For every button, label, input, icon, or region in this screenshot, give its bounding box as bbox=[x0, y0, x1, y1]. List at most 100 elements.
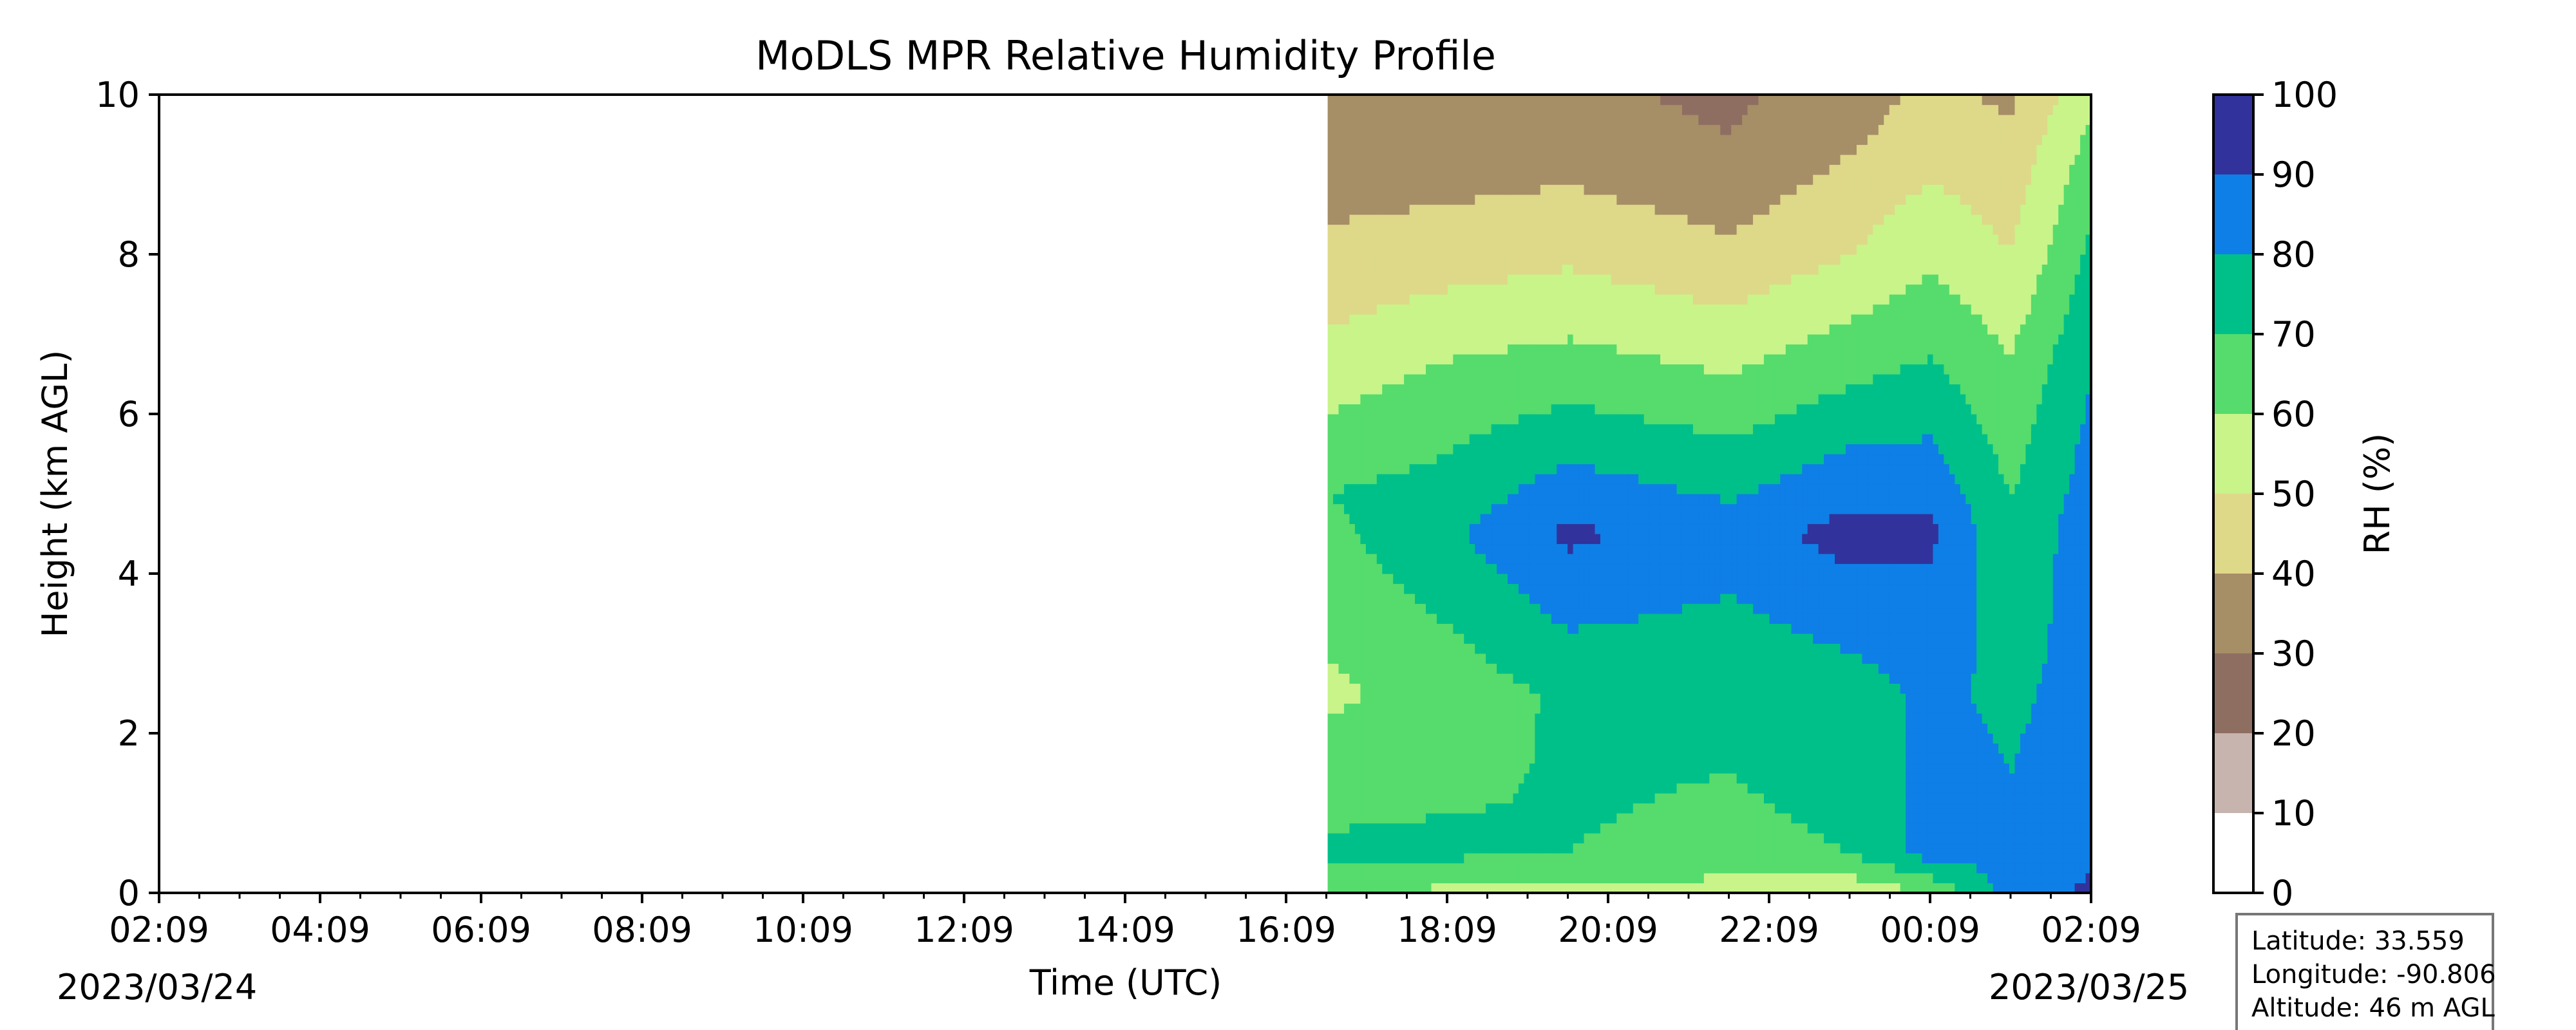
rh-cell bbox=[1338, 135, 1345, 145]
rh-cell bbox=[1376, 164, 1383, 175]
rh-cell bbox=[1365, 543, 1372, 554]
rh-cell bbox=[1600, 284, 1607, 295]
rh-cell bbox=[1360, 214, 1367, 225]
rh-cell bbox=[1371, 264, 1378, 275]
rh-cell bbox=[1431, 823, 1437, 834]
rh-cell bbox=[1458, 613, 1464, 624]
rh-cell bbox=[1573, 154, 1579, 165]
rh-cell bbox=[1327, 803, 1334, 814]
rh-cell bbox=[1567, 483, 1574, 494]
rh-cell bbox=[1600, 314, 1607, 325]
rh-cell bbox=[1513, 115, 1519, 126]
rh-cell bbox=[1491, 474, 1497, 485]
rh-cell bbox=[1622, 583, 1628, 594]
rh-cell bbox=[1557, 204, 1563, 215]
rh-cell bbox=[1360, 424, 1367, 435]
rh-cell bbox=[1371, 115, 1378, 126]
rh-cell bbox=[1349, 813, 1356, 824]
rh-cell bbox=[1360, 633, 1367, 644]
rh-cell bbox=[1431, 334, 1437, 345]
rh-cell bbox=[1447, 174, 1454, 185]
rh-cell bbox=[1486, 344, 1492, 355]
rh-cell bbox=[1584, 184, 1590, 195]
rh-cell bbox=[1573, 613, 1579, 624]
rh-cell bbox=[1627, 633, 1634, 644]
rh-cell bbox=[1627, 663, 1634, 674]
rh-cell bbox=[1453, 404, 1459, 415]
rh-cell bbox=[1447, 823, 1454, 834]
rh-cell bbox=[1578, 633, 1585, 644]
rh-cell bbox=[1557, 763, 1563, 774]
rh-cell bbox=[1551, 793, 1557, 804]
rh-cell bbox=[1557, 843, 1563, 854]
rh-cell bbox=[1491, 683, 1497, 694]
rh-cell bbox=[1464, 733, 1470, 744]
rh-cell bbox=[1567, 174, 1574, 185]
rh-cell bbox=[1633, 543, 1639, 554]
rh-cell bbox=[1349, 394, 1356, 405]
rh-cell bbox=[1649, 873, 1656, 884]
rh-cell bbox=[1508, 733, 1514, 744]
rh-cell bbox=[1524, 324, 1530, 335]
rh-cell bbox=[1546, 304, 1552, 315]
rh-cell bbox=[1398, 793, 1405, 804]
rh-cell bbox=[1578, 374, 1585, 385]
rh-cell bbox=[1480, 164, 1486, 175]
rh-cell bbox=[1349, 763, 1356, 774]
rh-cell bbox=[1633, 873, 1639, 884]
rh-cell bbox=[1491, 543, 1497, 554]
rh-cell bbox=[1557, 873, 1563, 884]
rh-cell bbox=[1546, 424, 1552, 435]
rh-cell bbox=[1595, 653, 1601, 664]
rh-cell bbox=[1382, 554, 1388, 565]
rh-cell bbox=[1486, 583, 1492, 594]
rh-cell bbox=[1529, 354, 1535, 365]
rh-cell bbox=[1447, 713, 1454, 724]
rh-cell bbox=[1567, 294, 1574, 305]
rh-cell bbox=[1627, 294, 1634, 305]
rh-cell bbox=[1546, 803, 1552, 814]
rh-cell bbox=[1365, 174, 1372, 185]
rh-cell bbox=[1486, 254, 1492, 265]
rh-cell bbox=[1354, 853, 1361, 864]
rh-cell bbox=[1643, 334, 1650, 345]
rh-cell bbox=[1486, 444, 1492, 454]
rh-cell bbox=[1436, 873, 1443, 884]
rh-cell bbox=[1376, 693, 1383, 704]
rh-cell bbox=[1665, 863, 1672, 874]
rh-cell bbox=[1546, 144, 1552, 155]
rh-cell bbox=[1546, 554, 1552, 565]
rh-cell bbox=[1605, 414, 1612, 425]
rh-cell bbox=[1371, 713, 1378, 724]
rh-cell bbox=[1605, 783, 1612, 794]
rh-cell bbox=[1524, 204, 1530, 215]
rh-cell bbox=[1420, 843, 1426, 854]
rh-cell bbox=[1546, 833, 1552, 844]
rh-cell bbox=[1513, 294, 1519, 305]
rh-cell bbox=[1660, 264, 1667, 275]
rh-cell bbox=[1486, 873, 1492, 884]
rh-cell bbox=[1458, 753, 1464, 764]
rh-cell bbox=[1611, 174, 1617, 185]
rh-cell bbox=[1595, 813, 1601, 824]
rh-cell bbox=[1365, 394, 1372, 405]
rh-cell bbox=[1333, 135, 1340, 145]
rh-cell bbox=[1464, 164, 1470, 175]
rh-cell bbox=[1578, 643, 1585, 654]
rh-cell bbox=[1611, 783, 1617, 794]
rh-cell bbox=[1584, 294, 1590, 305]
rh-cell bbox=[1442, 374, 1448, 385]
rh-cell bbox=[1327, 434, 1334, 445]
rh-cell bbox=[1436, 673, 1443, 684]
rh-cell bbox=[1540, 494, 1546, 505]
rh-cell bbox=[1475, 104, 1481, 115]
rh-cell bbox=[1354, 354, 1361, 365]
rh-cell bbox=[1524, 314, 1530, 325]
rh-cell bbox=[1649, 224, 1656, 235]
rh-cell bbox=[1616, 813, 1623, 824]
rh-cell bbox=[1643, 174, 1650, 185]
rh-cell bbox=[1524, 594, 1530, 604]
rh-cell bbox=[1508, 294, 1514, 305]
rh-cell bbox=[1573, 823, 1579, 834]
rh-cell bbox=[1491, 344, 1497, 355]
